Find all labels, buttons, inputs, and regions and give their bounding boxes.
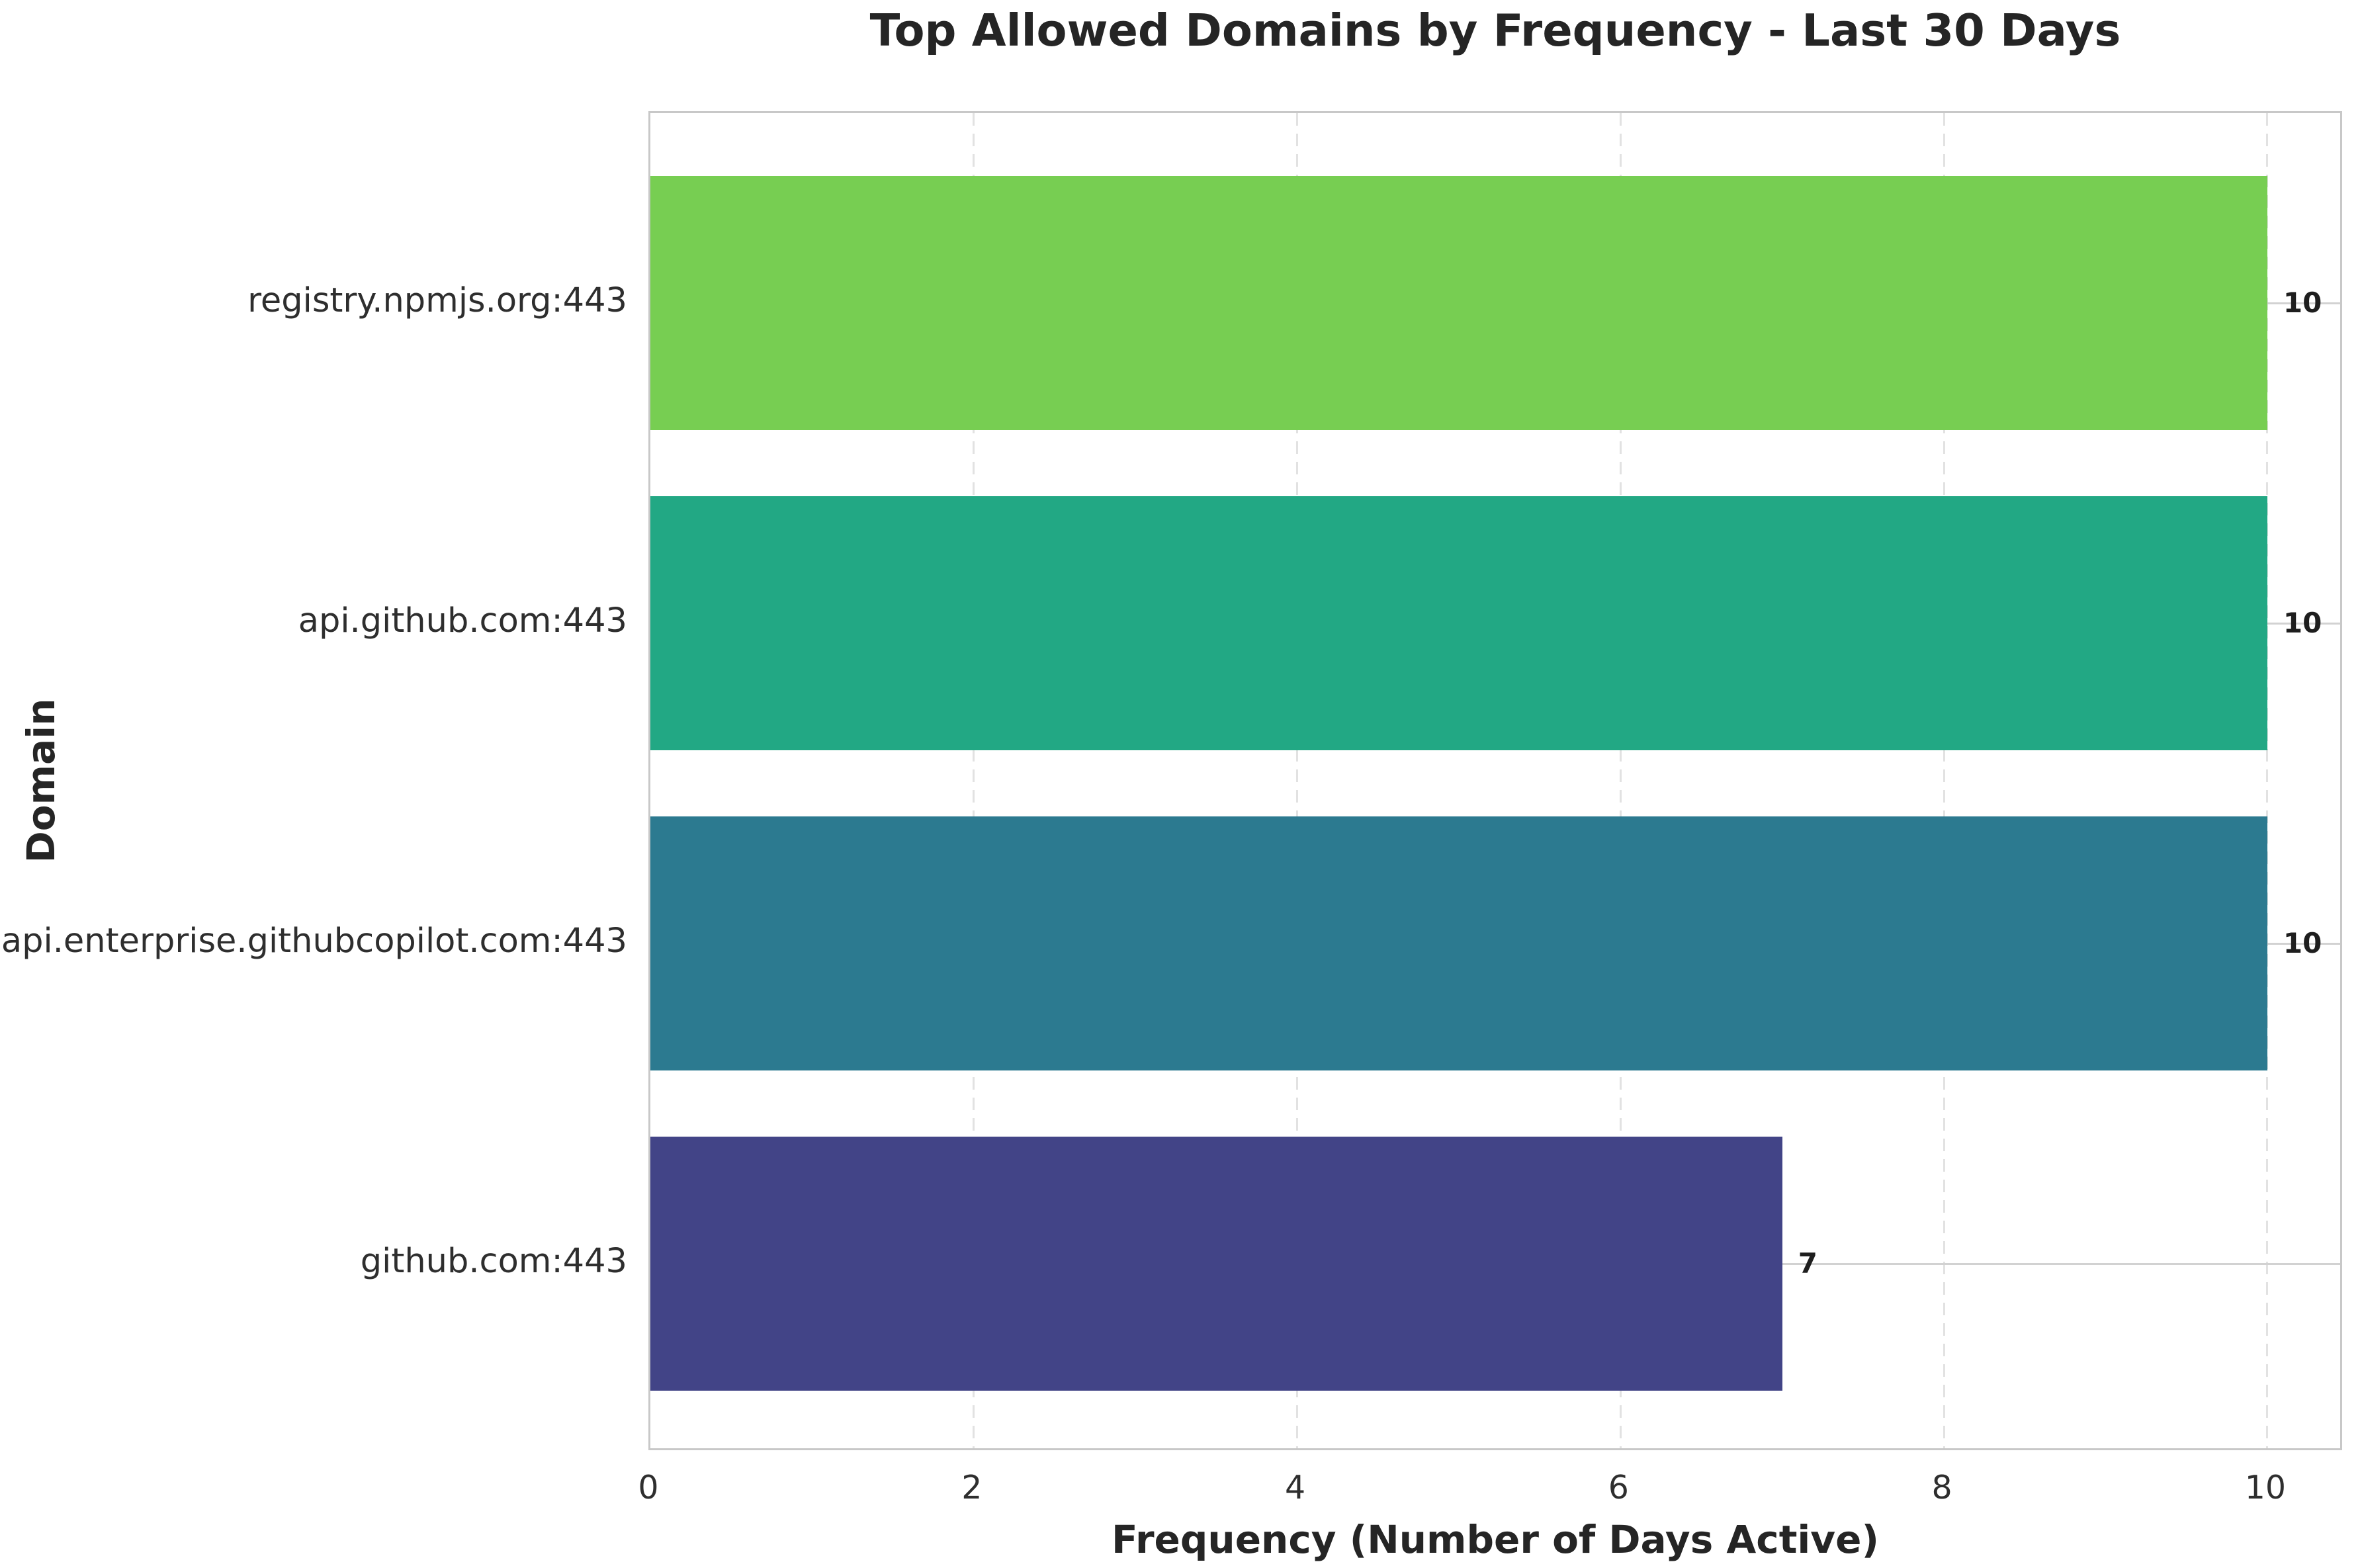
- x-gridline: [1943, 113, 1945, 1448]
- x-tick-label: 4: [1284, 1469, 1306, 1506]
- x-gridline: [1619, 113, 1622, 1448]
- x-gridline: [1296, 113, 1299, 1448]
- bar-value-label: 10: [2283, 927, 2322, 959]
- bar-0: [650, 176, 2267, 430]
- x-tick-label: 2: [961, 1469, 983, 1506]
- x-tick-label: 8: [1931, 1469, 1952, 1506]
- x-gridline: [973, 113, 975, 1448]
- bar-value-label: 10: [2283, 607, 2322, 639]
- bar-1: [650, 496, 2267, 750]
- y-tick-label: registry.npmjs.org:443: [247, 281, 627, 320]
- x-tick-label: 10: [2244, 1469, 2287, 1506]
- bar-value-label: 10: [2283, 286, 2322, 319]
- x-axis-title: Frequency (Number of Days Active): [1112, 1517, 1879, 1562]
- x-gridline: [2266, 113, 2269, 1448]
- y-tick-label: api.github.com:443: [298, 601, 627, 640]
- y-axis-title: Domain: [19, 698, 64, 863]
- chart-title: Top Allowed Domains by Frequency - Last …: [869, 5, 2121, 56]
- y-tick-label: github.com:443: [360, 1242, 627, 1281]
- bar-value-label: 7: [1798, 1247, 1817, 1280]
- bar-3: [650, 1137, 1782, 1391]
- x-tick-label: 6: [1608, 1469, 1629, 1506]
- plot-area: 10 10 10 7: [648, 111, 2342, 1450]
- bar-2: [650, 816, 2267, 1070]
- y-tick-label: api.enterprise.githubcopilot.com:443: [1, 922, 627, 961]
- x-tick-label: 0: [638, 1469, 659, 1506]
